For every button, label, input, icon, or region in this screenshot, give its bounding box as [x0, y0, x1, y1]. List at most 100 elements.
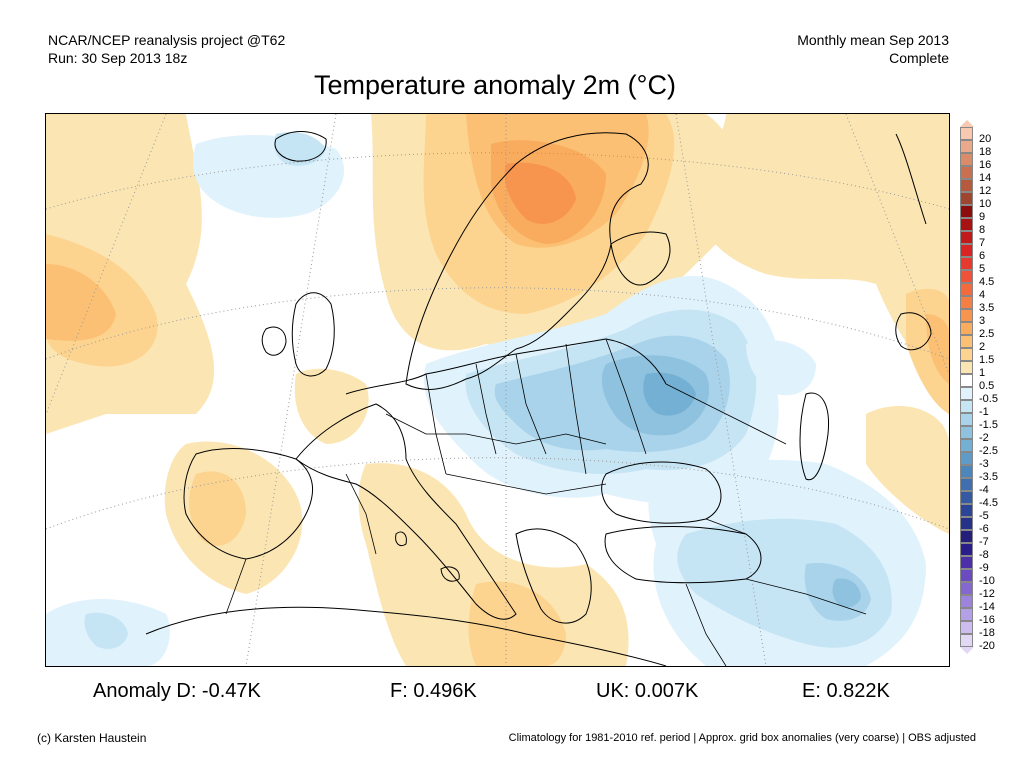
legend-label: 3.5: [979, 302, 995, 314]
legend-swatch: [960, 608, 973, 621]
legend-label: 1: [979, 367, 986, 379]
legend-label: 3: [979, 315, 986, 327]
graticule: [46, 114, 949, 666]
legend-swatch: [960, 179, 973, 192]
legend-swatch: [960, 517, 973, 530]
legend-swatch: [960, 569, 973, 582]
legend-label: 5: [979, 263, 986, 275]
legend-swatch: [960, 205, 973, 218]
legend-label: -14: [979, 601, 995, 613]
legend-swatch: [960, 244, 973, 257]
legend-label: -4: [979, 484, 989, 496]
legend-swatch: [960, 257, 973, 270]
legend-label: -2.5: [979, 445, 998, 457]
legend-swatch: [960, 322, 973, 335]
legend-label: -18: [979, 627, 995, 639]
anomaly-spain: E: 0.822K: [802, 680, 890, 702]
anomaly-uk: UK: 0.007K: [596, 680, 699, 702]
legend-label: 4: [979, 289, 986, 301]
legend-label: -16: [979, 614, 995, 626]
legend-swatch: [960, 127, 973, 140]
legend-swatch: [960, 192, 973, 205]
legend-swatch: [960, 283, 973, 296]
legend-swatch: [960, 231, 973, 244]
legend-swatch: [960, 452, 973, 465]
period-info: Monthly mean Sep 2013 Complete: [797, 31, 949, 67]
legend-swatch: [960, 140, 973, 153]
legend-label: 16: [979, 159, 992, 171]
legend-label: 2.5: [979, 328, 995, 340]
legend-label: 9: [979, 211, 986, 223]
legend-label: 2: [979, 341, 986, 353]
legend-label: -20: [979, 640, 995, 652]
legend-swatch: [960, 582, 973, 595]
legend-label: 14: [979, 172, 992, 184]
color-legend: 20 18 16 14 12 10 9 8 7 6 5 4.5 4 3.5 3 2.5 2 1.5 1 0.5 -0.5…: [956, 120, 1016, 654]
anomaly-france: F: 0.496K: [390, 680, 477, 702]
legend-label: 6: [979, 250, 986, 262]
legend-label: -6: [979, 523, 989, 535]
legend-swatch: [960, 166, 973, 179]
legend-label: -0.5: [979, 393, 998, 405]
legend-swatch: [960, 595, 973, 608]
legend-swatch: [960, 218, 973, 231]
legend-swatch: [960, 348, 973, 361]
legend-label: -1.5: [979, 419, 998, 431]
legend-swatch: [960, 621, 973, 634]
footnote: Climatology for 1981-2010 ref. period | …: [508, 732, 976, 744]
legend-arrow-up-icon: [960, 120, 974, 127]
legend-swatch: [960, 439, 973, 452]
legend-swatch: [960, 270, 973, 283]
legend-label: 0.5: [979, 380, 995, 392]
legend-swatch: [960, 465, 973, 478]
legend-label: -4.5: [979, 497, 998, 509]
legend-swatch: [960, 504, 973, 517]
legend-label: -8: [979, 549, 989, 561]
legend-label: -7: [979, 536, 989, 548]
legend-arrow-down-icon: [960, 647, 974, 654]
legend-label: 20: [979, 133, 992, 145]
legend-label: -9: [979, 562, 989, 574]
legend-label: -1: [979, 406, 989, 418]
legend-swatch: [960, 413, 973, 426]
status-label: Complete: [889, 50, 949, 66]
legend-label: 10: [979, 198, 992, 210]
legend-label: -3.5: [979, 471, 998, 483]
anomaly-map[interactable]: [45, 113, 950, 667]
map-title: Temperature anomaly 2m (°C): [314, 70, 676, 100]
model-label: NCAR/NCEP reanalysis project @T62: [48, 32, 286, 48]
run-info: NCAR/NCEP reanalysis project @T62 Run: 3…: [48, 31, 285, 67]
legend-label: -5: [979, 510, 989, 522]
legend-swatch: [960, 387, 973, 400]
legend-label: 7: [979, 237, 986, 249]
legend-swatch: [960, 478, 973, 491]
warm-anomaly-fields: [46, 114, 949, 666]
cold-anomaly-fields: [46, 132, 926, 666]
country-borders: [225, 338, 867, 666]
legend-label: -3: [979, 458, 989, 470]
legend-swatch: [960, 530, 973, 543]
legend-label: 18: [979, 146, 992, 158]
legend-label: -2: [979, 432, 989, 444]
legend-label: 8: [979, 224, 986, 236]
legend-swatch: [960, 335, 973, 348]
legend-swatch: [960, 400, 973, 413]
legend-label: 1.5: [979, 354, 995, 366]
legend-label: 4.5: [979, 276, 995, 288]
legend-swatch: [960, 374, 973, 387]
legend-swatch: [960, 153, 973, 166]
copyright: (c) Karsten Haustein: [37, 731, 147, 745]
legend-swatch: [960, 426, 973, 439]
legend-swatch: [960, 296, 973, 309]
legend-label: -12: [979, 588, 995, 600]
legend-label: 12: [979, 185, 992, 197]
legend-swatch: [960, 491, 973, 504]
run-label: Run: 30 Sep 2013 18z: [48, 50, 188, 66]
anomaly-germany: Anomaly D: -0.47K: [93, 680, 261, 702]
legend-swatch: [960, 361, 973, 374]
legend-swatch: [960, 556, 973, 569]
legend-swatch: [960, 634, 973, 647]
period-label: Monthly mean Sep 2013: [797, 32, 949, 48]
legend-swatch: [960, 309, 973, 322]
regional-anomalies: Anomaly D: -0.47K F: 0.496K UK: 0.007K E…: [0, 680, 1024, 706]
